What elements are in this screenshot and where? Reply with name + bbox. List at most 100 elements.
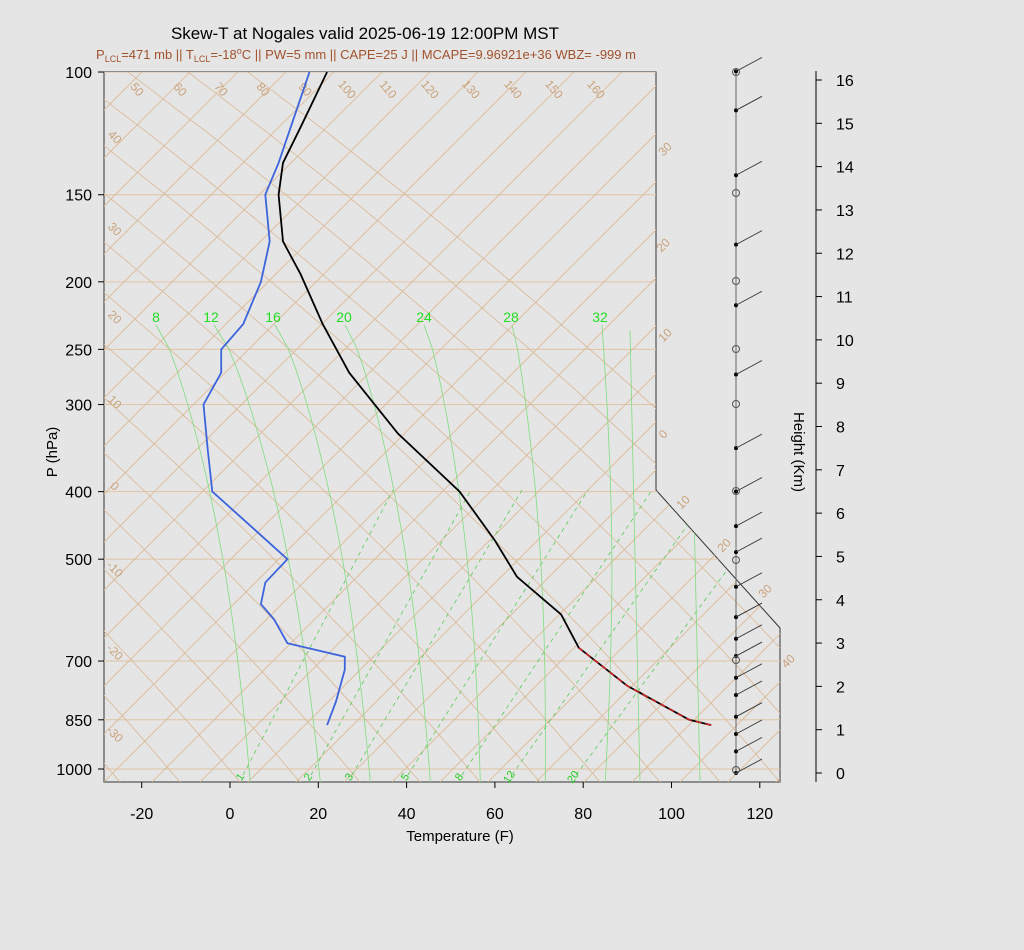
mixing-ratio-label: 24: [416, 309, 432, 325]
dry-adiabat: [104, 72, 242, 782]
mixing-ratio-line: [511, 489, 713, 776]
isotherm-line: [199, 72, 780, 782]
mixing-ratio-bottom-label: 8: [453, 771, 466, 783]
mixing-ratio-label: 8: [152, 309, 160, 325]
wind-barb: [735, 736, 763, 752]
chart-subtitle: PLCL=471 mb || TLCL=-18oC || PW=5 mm || …: [96, 46, 636, 64]
isotherm-line: [439, 72, 780, 782]
height-tick-label: 5: [836, 549, 845, 566]
wind-barb: [735, 663, 763, 679]
mixing-ratio-bottom-label: 2: [302, 771, 315, 783]
dry-adiabat: [104, 72, 422, 782]
mixing-ratio-bottom-label: 5: [399, 771, 412, 783]
y-tick-label: 100: [65, 65, 92, 82]
y-tick-label: 400: [65, 485, 92, 502]
isotherm-line: [104, 72, 239, 782]
wind-barb: [735, 624, 763, 640]
subtitle-p: P: [96, 47, 105, 62]
dry-adiabat: [104, 72, 482, 782]
dry-adiabat: [104, 72, 182, 782]
wind-circle: [732, 400, 740, 408]
subtitle-p-sub: LCL: [105, 54, 122, 64]
mixing-ratio-line: [407, 489, 589, 776]
height-tick-label: 8: [836, 420, 845, 437]
x-tick-label: 80: [574, 806, 592, 823]
isotherm-line: [104, 72, 575, 782]
wind-barb: [735, 477, 763, 492]
wind-barb: [735, 230, 763, 245]
x-tick-label: 60: [486, 806, 504, 823]
isotherm-line: [104, 72, 527, 782]
x-tick-label: 100: [658, 806, 685, 823]
mixing-ratio-label: 12: [203, 309, 219, 325]
mixing-ratio-label: 28: [503, 309, 519, 325]
height-tick-label: 4: [836, 593, 845, 610]
mixing-ratio-line: [575, 489, 780, 776]
isotherm-line: [104, 72, 767, 782]
moist-adiabat: [423, 324, 481, 782]
subtitle-t-val: =-18: [210, 47, 236, 62]
isotherm-line: [631, 72, 780, 782]
y-tick-label: 1000: [56, 762, 92, 779]
isotherm-line: [104, 72, 335, 782]
y-tick-label: 300: [65, 398, 92, 415]
dry-adiabat: [104, 72, 542, 782]
mixing-ratio-bottom-label: 3: [343, 771, 356, 783]
chart-title: Skew-T at Nogales valid 2025-06-19 12:00…: [171, 24, 559, 43]
series-layer: [202, 72, 712, 726]
mixing-ratio-bottom-label: 12: [501, 769, 518, 786]
wind-barb: [735, 360, 763, 375]
isotherm-line: [104, 72, 671, 782]
height-axis-label: Height (Km): [790, 412, 807, 492]
wind-barb: [735, 758, 763, 774]
isotherm-line: [487, 72, 780, 782]
height-tick-label: 13: [836, 203, 854, 220]
dry-adiabat: [104, 72, 302, 782]
wind-barb: [735, 290, 763, 306]
moist-adiabat: [213, 324, 321, 782]
isotherm-line: [104, 72, 287, 782]
wind-circle: [732, 656, 740, 664]
dry-adiabat: [104, 72, 662, 782]
mixing-ratio-label: 20: [336, 309, 352, 325]
dry-adiabat: [104, 72, 722, 782]
height-tick-label: 6: [836, 506, 845, 523]
isotherm-line: [295, 72, 780, 782]
moist-adiabat: [274, 324, 371, 782]
moist-adiabat: [601, 324, 613, 782]
wind-barb: [735, 602, 763, 618]
wind-circle: [732, 277, 740, 285]
wind-barb: [735, 719, 763, 735]
wind-barb: [735, 641, 763, 657]
isotherm-line: [583, 72, 780, 782]
mixing-ratio-bottom-label: 1: [234, 771, 247, 783]
isotherm-line: [104, 72, 719, 782]
x-tick-label: 0: [226, 806, 235, 823]
moist-adiabat: [511, 324, 546, 782]
mixing-ratio-line: [461, 489, 653, 776]
wind-barb: [735, 680, 763, 696]
height-tick-label: 7: [836, 463, 845, 480]
series-parcel: [578, 647, 712, 726]
y-tick-label: 250: [65, 342, 92, 359]
isotherm-line: [104, 72, 383, 782]
wind-barb: [735, 511, 763, 527]
mixing-ratio-label: 32: [592, 309, 608, 325]
wind-circle: [732, 345, 740, 353]
mixing-ratio-line: [310, 489, 472, 776]
height-tick-label: 1: [836, 723, 845, 740]
wind-circle: [732, 766, 740, 774]
height-tick-label: 11: [836, 290, 853, 307]
wind-barb: [735, 160, 763, 176]
y-tick-label: 500: [65, 552, 92, 569]
dry-adiabat: [145, 72, 780, 782]
wind-barb: [735, 95, 763, 111]
dry-adiabat: [104, 72, 780, 782]
dry-adiabat: [104, 72, 362, 782]
height-tick-label: 15: [836, 116, 854, 133]
wind-circle: [732, 68, 740, 76]
moist-adiabat: [629, 329, 641, 782]
wind-barb: [735, 572, 763, 588]
wind-circle: [732, 189, 740, 197]
